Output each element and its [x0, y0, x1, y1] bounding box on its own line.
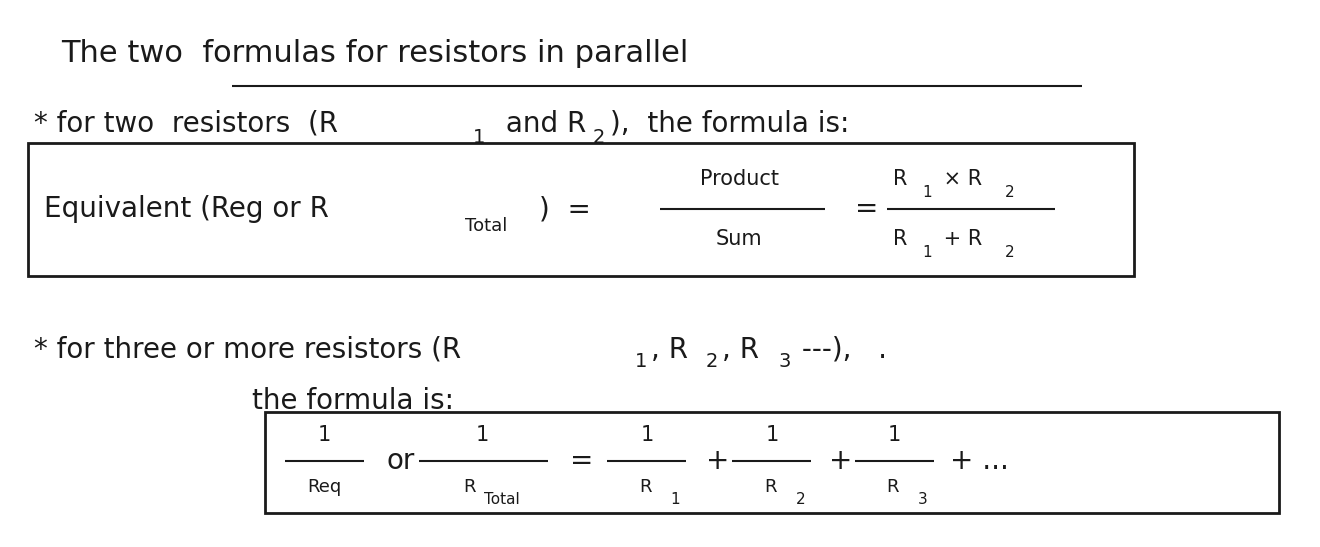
- Text: the formula is:: the formula is:: [252, 387, 454, 415]
- Text: R: R: [894, 170, 908, 189]
- Text: 1: 1: [923, 245, 932, 260]
- Text: R: R: [639, 479, 652, 496]
- Text: , R: , R: [651, 336, 688, 364]
- Text: 3: 3: [779, 352, 791, 371]
- Text: 1: 1: [671, 492, 680, 507]
- Text: × R: × R: [937, 170, 982, 189]
- Text: R: R: [894, 229, 908, 249]
- Text: + R: + R: [937, 229, 982, 249]
- Text: 1: 1: [888, 425, 902, 445]
- Text: Req: Req: [308, 479, 342, 496]
- Text: Sum: Sum: [715, 229, 763, 249]
- Text: 1: 1: [923, 185, 932, 200]
- Text: or: or: [385, 447, 414, 475]
- Text: * for two  resistors  (R: * for two resistors (R: [34, 110, 338, 138]
- Text: +: +: [706, 447, 730, 475]
- Text: Total: Total: [465, 217, 507, 235]
- Bar: [28, 143, 1134, 276]
- Text: 1: 1: [766, 425, 779, 445]
- Text: R: R: [887, 479, 899, 496]
- Text: R: R: [463, 479, 475, 496]
- Text: The two  formulas for resistors in parallel: The two formulas for resistors in parall…: [61, 39, 688, 68]
- Text: and R: and R: [496, 110, 586, 138]
- Text: 2: 2: [706, 352, 718, 371]
- Text: Product: Product: [700, 170, 779, 189]
- Bar: [265, 412, 1279, 513]
- Text: 2: 2: [1005, 245, 1015, 260]
- Text: =: =: [570, 447, 594, 475]
- Text: 3: 3: [919, 492, 928, 507]
- Text: ),  the formula is:: ), the formula is:: [610, 110, 849, 138]
- Text: 2: 2: [593, 128, 605, 147]
- Text: * for three or more resistors (R: * for three or more resistors (R: [34, 336, 462, 364]
- Text: =: =: [855, 195, 878, 223]
- Text: )  =: ) =: [539, 195, 590, 223]
- Text: 1: 1: [318, 425, 331, 445]
- Text: 2: 2: [1005, 185, 1015, 200]
- Text: ---),   .: ---), .: [793, 336, 887, 364]
- Text: +: +: [829, 447, 851, 475]
- Text: 1: 1: [635, 352, 647, 371]
- Text: 1: 1: [640, 425, 653, 445]
- Text: 2: 2: [796, 492, 805, 507]
- Text: R: R: [764, 479, 776, 496]
- Text: + ...: + ...: [950, 447, 1008, 475]
- Text: Equivalent (Reg or R: Equivalent (Reg or R: [44, 195, 329, 223]
- Text: , R: , R: [722, 336, 759, 364]
- Text: Total: Total: [484, 492, 520, 507]
- Text: 1: 1: [473, 128, 486, 147]
- Text: 1: 1: [475, 425, 488, 445]
